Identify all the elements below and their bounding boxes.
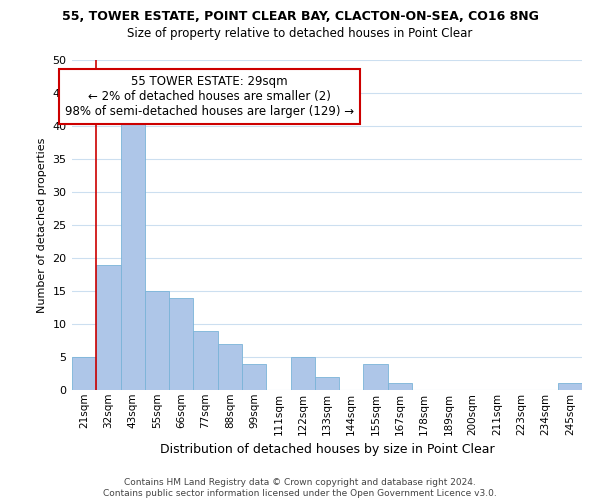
Bar	[218, 344, 242, 390]
Bar	[364, 364, 388, 390]
Bar	[96, 264, 121, 390]
Bar	[388, 384, 412, 390]
Bar	[290, 357, 315, 390]
Bar	[193, 330, 218, 390]
Bar	[72, 357, 96, 390]
X-axis label: Distribution of detached houses by size in Point Clear: Distribution of detached houses by size …	[160, 443, 494, 456]
Text: Contains HM Land Registry data © Crown copyright and database right 2024.
Contai: Contains HM Land Registry data © Crown c…	[103, 478, 497, 498]
Bar	[558, 384, 582, 390]
Bar	[315, 377, 339, 390]
Bar	[242, 364, 266, 390]
Text: 55, TOWER ESTATE, POINT CLEAR BAY, CLACTON-ON-SEA, CO16 8NG: 55, TOWER ESTATE, POINT CLEAR BAY, CLACT…	[62, 10, 538, 23]
Bar	[121, 120, 145, 390]
Y-axis label: Number of detached properties: Number of detached properties	[37, 138, 47, 312]
Text: 55 TOWER ESTATE: 29sqm
← 2% of detached houses are smaller (2)
98% of semi-detac: 55 TOWER ESTATE: 29sqm ← 2% of detached …	[65, 75, 354, 118]
Bar	[145, 291, 169, 390]
Text: Size of property relative to detached houses in Point Clear: Size of property relative to detached ho…	[127, 28, 473, 40]
Bar	[169, 298, 193, 390]
